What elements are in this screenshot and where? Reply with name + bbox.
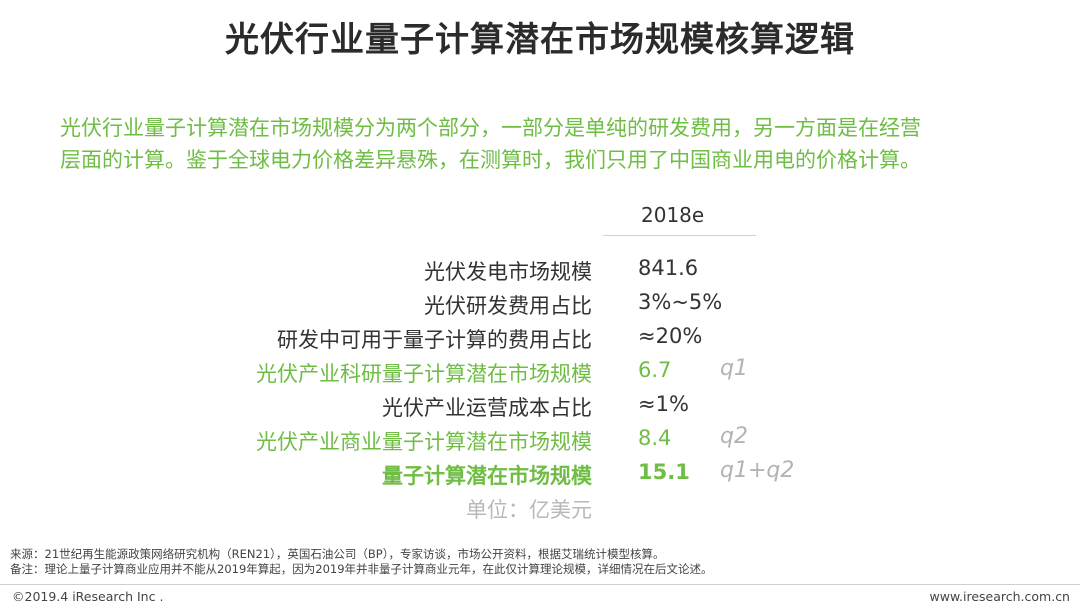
row-value: 15.1 [638,460,690,484]
unit-label: 单位：亿美元 [466,498,592,522]
row-label: 光伏研发费用占比 [424,294,592,318]
row-value: ≈20% [638,324,703,348]
row-tag: q1 [720,356,748,381]
table-row: 光伏研发费用占比 3%~5% [0,288,1080,322]
table-row-total: 量子计算潜在市场规模 15.1 q1+q2 [0,458,1080,492]
footnotes: 来源：21世纪再生能源政策网络研究机构（REN21），英国石油公司（BP），专家… [10,547,713,577]
column-header-year: 2018e [603,203,756,236]
row-value: 3%~5% [638,290,723,314]
row-label: 光伏发电市场规模 [424,260,592,284]
row-value: 841.6 [638,256,699,280]
row-tag: q1+q2 [720,458,795,483]
row-label: 光伏产业商业量子计算潜在市场规模 [256,430,592,454]
row-label: 研发中可用于量子计算的费用占比 [277,328,592,352]
row-value: 8.4 [638,426,672,450]
row-value: 6.7 [638,358,672,382]
row-tag: q2 [720,424,748,449]
intro-line-2: 层面的计算。鉴于全球电力价格差异悬殊，在测算时，我们只用了中国商业用电的价格计算… [60,148,921,172]
intro-line-1: 光伏行业量子计算潜在市场规模分为两个部分，一部分是单纯的研发费用，另一方面是在经… [60,116,921,140]
footnote-source: 来源：21世纪再生能源政策网络研究机构（REN21），英国石油公司（BP），专家… [10,547,665,561]
table-row: 光伏产业科研量子计算潜在市场规模 6.7 q1 [0,356,1080,390]
website-link[interactable]: www.iresearch.com.cn [929,589,1071,604]
table-row: 光伏发电市场规模 841.6 [0,254,1080,288]
copyright-text: ©2019.4 iResearch Inc . [12,589,164,604]
intro-paragraph: 光伏行业量子计算潜在市场规模分为两个部分，一部分是单纯的研发费用，另一方面是在经… [60,112,1030,176]
row-value: ≈1% [638,392,689,416]
page-title: 光伏行业量子计算潜在市场规模核算逻辑 [225,20,855,60]
footnote-note: 备注：理论上量子计算商业应用并不能从2019年算起，因为2019年并非量子计算商… [10,562,713,576]
table-row: 光伏产业运营成本占比 ≈1% [0,390,1080,424]
row-label: 量子计算潜在市场规模 [382,464,592,488]
footer-divider [0,584,1080,585]
row-label: 光伏产业科研量子计算潜在市场规模 [256,362,592,386]
table-row: 研发中可用于量子计算的费用占比 ≈20% [0,322,1080,356]
table-row-unit: 单位：亿美元 [0,492,1080,526]
row-label: 光伏产业运营成本占比 [382,396,592,420]
table-row: 光伏产业商业量子计算潜在市场规模 8.4 q2 [0,424,1080,458]
calculation-table: 光伏发电市场规模 841.6 光伏研发费用占比 3%~5% 研发中可用于量子计算… [0,254,1080,526]
